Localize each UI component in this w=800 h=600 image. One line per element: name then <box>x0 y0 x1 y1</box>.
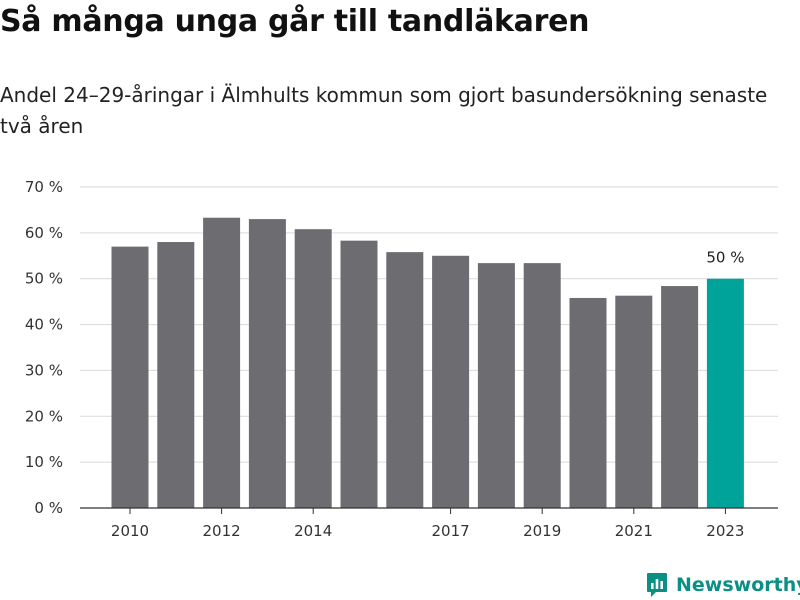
x-tick-label: 2019 <box>523 522 561 540</box>
bar-2016 <box>386 252 424 508</box>
bar-2011 <box>157 242 195 508</box>
y-tick-label: 20 % <box>25 407 63 425</box>
x-tick-label: 2014 <box>294 522 332 540</box>
x-tick-label: 2010 <box>111 522 149 540</box>
bar-2022 <box>661 286 699 508</box>
bar-2021 <box>615 295 653 508</box>
bar-2010 <box>111 246 149 508</box>
chart-subtitle: Andel 24–29-åringar i Älmhults kommun so… <box>0 83 768 138</box>
x-tick-label: 2021 <box>615 522 653 540</box>
bar-2017 <box>432 255 470 508</box>
x-tick-label: 2023 <box>706 522 744 540</box>
y-tick-label: 0 % <box>34 499 63 517</box>
x-tick-label: 2012 <box>203 522 241 540</box>
bar-2012 <box>203 217 241 508</box>
bar-2018 <box>477 263 515 508</box>
y-tick-label: 70 % <box>25 178 63 196</box>
bar-2013 <box>248 219 286 508</box>
bar-2019 <box>523 263 561 508</box>
x-tick-label: 2017 <box>432 522 470 540</box>
y-tick-label: 60 % <box>25 224 63 242</box>
y-tick-label: 40 % <box>25 316 63 334</box>
bar-chart: 0 % 10 % 20 % 30 % 40 % 50 % 60 % 70 % 2010 2012 2… <box>25 178 778 540</box>
brand-logo: Newsworthy <box>646 570 800 600</box>
y-tick-label: 10 % <box>25 453 63 471</box>
bar-2015 <box>340 240 378 508</box>
chart-title: Så många unga går till tandläkaren <box>0 4 590 39</box>
bar-2023 <box>706 278 744 508</box>
brand-name: Newsworthy <box>676 574 800 596</box>
bar-2014 <box>294 229 332 508</box>
y-tick-label: 30 % <box>25 361 63 379</box>
newsworthy-logo-icon <box>647 573 667 597</box>
data-label-2023: 50 % <box>706 249 744 267</box>
bar-2020 <box>569 297 607 508</box>
y-tick-label: 50 % <box>25 270 63 288</box>
